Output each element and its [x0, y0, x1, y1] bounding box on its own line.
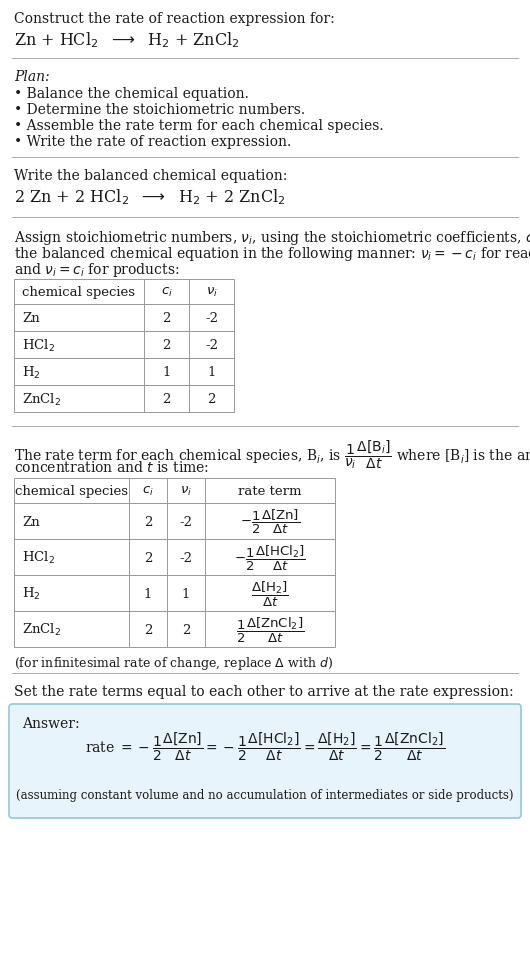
Text: $c_i$: $c_i$ [161, 286, 172, 299]
Text: Construct the rate of reaction expression for:: Construct the rate of reaction expressio… [14, 12, 335, 26]
Text: (assuming constant volume and no accumulation of intermediates or side products): (assuming constant volume and no accumul… [16, 789, 514, 802]
Text: $\nu_i$: $\nu_i$ [206, 286, 217, 299]
Text: 1: 1 [162, 366, 171, 379]
Bar [14, 503, 335, 539]
Text: rate $= -\dfrac{1}{2}\dfrac{\Delta[\mathrm{Zn}]}{\Delta t} = -\dfrac{1}{2}\dfrac: rate $= -\dfrac{1}{2}\dfrac{\Delta[\math… [85, 731, 445, 763]
Text: concentration and $t$ is time:: concentration and $t$ is time: [14, 460, 209, 475]
Bar [14, 358, 234, 385]
Text: the balanced chemical equation in the following manner: $\nu_i = -c_i$ for react: the balanced chemical equation in the fo… [14, 245, 530, 263]
Bar [14, 385, 234, 412]
Bar [14, 611, 335, 647]
Text: 2: 2 [162, 339, 171, 352]
Bar [14, 331, 234, 358]
Text: Zn: Zn [22, 312, 40, 325]
Text: -2: -2 [180, 551, 192, 564]
Text: 2: 2 [144, 624, 152, 636]
Text: H$_2$: H$_2$ [22, 586, 41, 602]
Text: -2: -2 [180, 515, 192, 528]
Text: $c_i$: $c_i$ [142, 485, 154, 498]
Text: $-\dfrac{1}{2}\dfrac{\Delta[\mathrm{HCl_2}]}{\Delta t}$: $-\dfrac{1}{2}\dfrac{\Delta[\mathrm{HCl_… [234, 544, 306, 573]
Text: Set the rate terms equal to each other to arrive at the rate expression:: Set the rate terms equal to each other t… [14, 685, 514, 699]
Bar [14, 575, 335, 611]
Text: chemical species: chemical species [15, 485, 128, 498]
Text: 2: 2 [207, 393, 216, 406]
Bar [14, 304, 234, 331]
Text: • Assemble the rate term for each chemical species.: • Assemble the rate term for each chemic… [14, 119, 384, 133]
Text: $\dfrac{1}{2}\dfrac{\Delta[\mathrm{ZnCl_2}]}{\Delta t}$: $\dfrac{1}{2}\dfrac{\Delta[\mathrm{ZnCl_… [236, 616, 304, 644]
Text: and $\nu_i = c_i$ for products:: and $\nu_i = c_i$ for products: [14, 261, 180, 279]
Text: HCl$_2$: HCl$_2$ [22, 338, 55, 353]
Text: The rate term for each chemical species, B$_i$, is $\dfrac{1}{\nu_i}\dfrac{\Delt: The rate term for each chemical species,… [14, 438, 530, 470]
FancyBboxPatch shape [9, 704, 521, 818]
Text: Zn: Zn [22, 515, 40, 528]
Text: rate term: rate term [238, 485, 302, 498]
Text: 2 Zn + 2 HCl$_2$  $\longrightarrow$  H$_2$ + 2 ZnCl$_2$: 2 Zn + 2 HCl$_2$ $\longrightarrow$ H$_2$… [14, 187, 286, 207]
Text: Answer:: Answer: [22, 717, 80, 731]
Text: 2: 2 [182, 624, 190, 636]
Text: $\nu_i$: $\nu_i$ [180, 485, 192, 498]
Text: $-\dfrac{1}{2}\dfrac{\Delta[\mathrm{Zn}]}{\Delta t}$: $-\dfrac{1}{2}\dfrac{\Delta[\mathrm{Zn}]… [240, 508, 300, 536]
Text: Zn + HCl$_2$  $\longrightarrow$  H$_2$ + ZnCl$_2$: Zn + HCl$_2$ $\longrightarrow$ H$_2$ + Z… [14, 30, 240, 50]
Text: 1: 1 [144, 588, 152, 600]
Bar [14, 279, 234, 304]
Text: ZnCl$_2$: ZnCl$_2$ [22, 391, 61, 408]
Text: 1: 1 [207, 366, 216, 379]
Text: Assign stoichiometric numbers, $\nu_i$, using the stoichiometric coefficients, $: Assign stoichiometric numbers, $\nu_i$, … [14, 229, 530, 247]
Text: -2: -2 [205, 339, 218, 352]
Bar [14, 539, 335, 575]
Text: Write the balanced chemical equation:: Write the balanced chemical equation: [14, 169, 287, 183]
Text: (for infinitesimal rate of change, replace $\Delta$ with $d$): (for infinitesimal rate of change, repla… [14, 655, 333, 672]
Bar [14, 478, 335, 503]
Text: 2: 2 [162, 312, 171, 325]
Text: $\dfrac{\Delta[\mathrm{H_2}]}{\Delta t}$: $\dfrac{\Delta[\mathrm{H_2}]}{\Delta t}$ [251, 580, 289, 609]
Text: 2: 2 [162, 393, 171, 406]
Text: 2: 2 [144, 551, 152, 564]
Text: ZnCl$_2$: ZnCl$_2$ [22, 622, 61, 638]
Text: • Determine the stoichiometric numbers.: • Determine the stoichiometric numbers. [14, 103, 305, 117]
Text: 2: 2 [144, 515, 152, 528]
Text: HCl$_2$: HCl$_2$ [22, 549, 55, 566]
Text: chemical species: chemical species [22, 286, 136, 299]
Text: H$_2$: H$_2$ [22, 364, 41, 381]
Text: Plan:: Plan: [14, 70, 50, 84]
Text: -2: -2 [205, 312, 218, 325]
Text: 1: 1 [182, 588, 190, 600]
Text: • Write the rate of reaction expression.: • Write the rate of reaction expression. [14, 135, 292, 149]
Text: • Balance the chemical equation.: • Balance the chemical equation. [14, 87, 249, 101]
